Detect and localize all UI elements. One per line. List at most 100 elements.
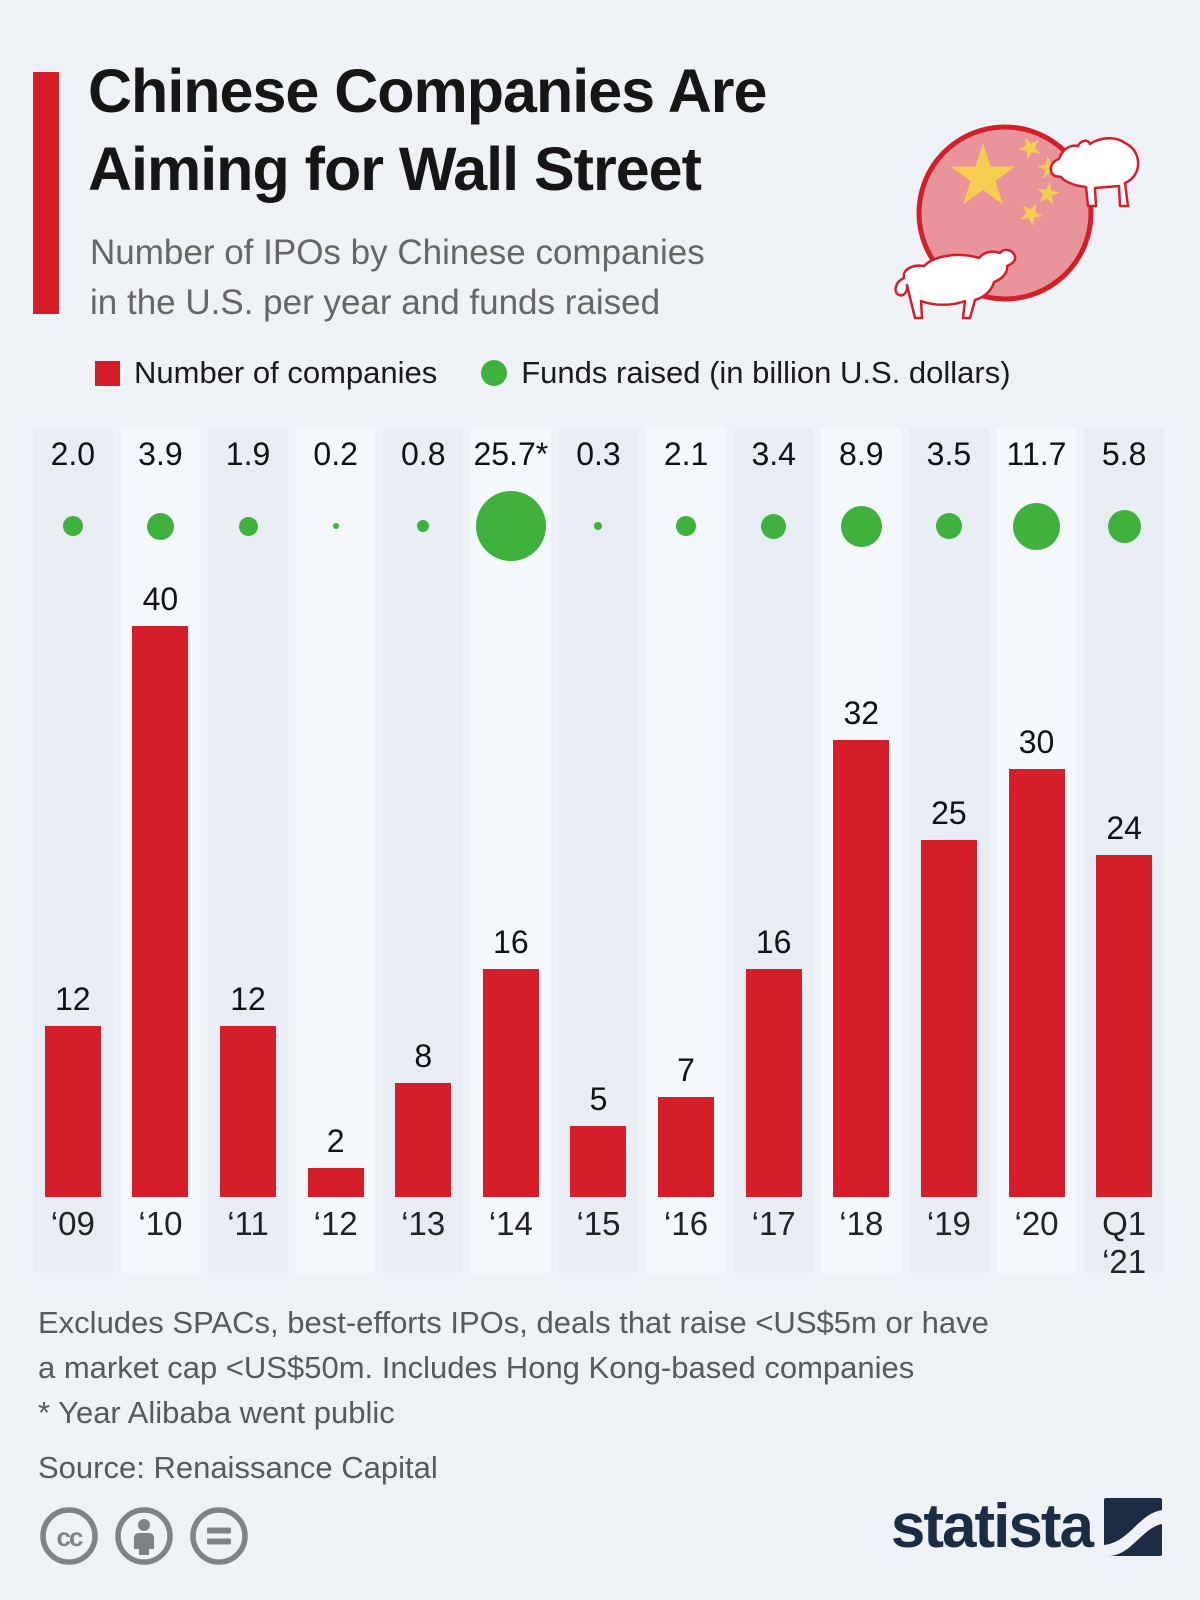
chart-column: 0.8 8 ‘13 (383, 428, 464, 1273)
company-count-label: 16 (755, 924, 792, 960)
cc-icon[interactable]: cc (38, 1505, 100, 1567)
funds-zone: 0.2 (296, 428, 376, 480)
funds-value-label: 1.9 (225, 435, 271, 472)
company-count-label: 25 (931, 795, 967, 831)
funds-value-label: 2.0 (50, 435, 96, 472)
year-label: ‘15 (576, 1205, 621, 1242)
companies-swatch-icon (95, 360, 120, 386)
year-label: ‘16 (664, 1205, 709, 1242)
footnote-line-2: a market cap <US$50m. Includes Hong Kong… (38, 1350, 915, 1385)
company-count-label: 24 (1106, 810, 1142, 846)
title-line-2: Aiming for Wall Street (88, 135, 702, 203)
bar-zone: 16 (471, 572, 551, 1197)
year-zone: ‘18 (821, 1197, 901, 1273)
year-zone: ‘10 (121, 1197, 201, 1273)
year-zone: ‘14 (471, 1197, 551, 1273)
bubble-zone (1084, 480, 1164, 572)
chart-column: 1.9 12 ‘11 (208, 428, 288, 1273)
funds-zone: 3.5 (909, 428, 989, 480)
company-count-label: 16 (493, 924, 529, 960)
funds-bubble (417, 520, 430, 532)
statista-logo-text: statista (890, 1492, 1094, 1561)
year-label: ‘14 (488, 1205, 533, 1242)
bubble-zone (559, 480, 639, 572)
company-count-label: 12 (230, 981, 266, 1017)
funds-value-label: 25.7* (473, 435, 549, 472)
year-zone: ‘16 (646, 1197, 726, 1273)
bear-icon (1049, 137, 1140, 208)
statista-logo[interactable]: statista (891, 1496, 1162, 1558)
funds-bubble (146, 512, 174, 540)
funds-zone: 11.7 (997, 428, 1077, 480)
funds-bubble (761, 513, 787, 539)
year-label: Q1 ‘21 (1102, 1205, 1147, 1280)
funds-value-label: 8.9 (839, 435, 884, 472)
bar-zone: 16 (734, 572, 814, 1197)
year-zone: ‘13 (383, 1197, 463, 1273)
bull-icon (894, 248, 1017, 320)
year-zone: ‘17 (734, 1197, 814, 1273)
year-label: ‘13 (401, 1205, 446, 1242)
bubble-zone (208, 480, 288, 572)
cc-license-icons[interactable]: cc (38, 1505, 250, 1567)
bubble-zone (646, 480, 726, 572)
year-zone: ‘11 (208, 1197, 288, 1273)
source-line: Source: Renaissance Capital (38, 1450, 438, 1485)
footnote-line-3: * Year Alibaba went public (38, 1395, 395, 1430)
bar-zone: 8 (383, 572, 463, 1197)
chart-column: 2.1 7 ‘16 (646, 428, 726, 1273)
year-zone: Q1 ‘21 (1084, 1197, 1164, 1280)
bar-zone: 2 (296, 572, 376, 1197)
bubble-zone (821, 480, 901, 572)
year-label: ‘19 (926, 1205, 971, 1242)
svg-text:cc: cc (57, 1522, 83, 1552)
year-label: ‘10 (138, 1205, 183, 1242)
funds-legend-label: Funds raised (in billion U.S. dollars) (521, 355, 1011, 390)
year-zone: ‘19 (909, 1197, 989, 1273)
company-count-label: 12 (55, 981, 91, 1017)
funds-zone: 3.9 (121, 428, 201, 480)
china-flag-bull-bear-icon (894, 124, 1140, 320)
chart-column: 0.2 2 ‘12 (295, 428, 376, 1273)
company-count-bar (745, 969, 802, 1197)
funds-bubble (475, 491, 546, 561)
legend-item-companies: Number of companies (95, 355, 437, 391)
bubble-zone (909, 480, 989, 572)
page-subtitle: Number of IPOs by Chinese companies in t… (90, 228, 705, 328)
companies-legend-label: Number of companies (134, 355, 438, 390)
company-count-bar (570, 1126, 627, 1197)
equals-icon[interactable] (188, 1505, 250, 1567)
year-label: ‘18 (839, 1205, 884, 1242)
bubble-zone (33, 480, 113, 572)
subtitle-line-2: in the U.S. per year and funds raised (90, 283, 661, 322)
bubble-zone (997, 480, 1077, 572)
funds-zone: 1.9 (208, 428, 288, 480)
statista-logo-mark-icon (1104, 1498, 1162, 1556)
bar-zone: 24 (1084, 572, 1164, 1197)
funds-dot-icon (481, 360, 508, 386)
funds-bubble (332, 523, 339, 529)
funds-zone: 3.4 (734, 428, 814, 480)
year-label: ‘12 (313, 1205, 358, 1242)
bar-zone: 40 (121, 572, 201, 1197)
chart-column: 3.5 25 ‘19 (909, 428, 989, 1273)
chart-columns: 2.0 12 ‘09 3.9 40 (33, 428, 1164, 1280)
attribution-person-icon[interactable] (113, 1505, 175, 1567)
year-zone: ‘20 (997, 1197, 1077, 1273)
company-count-label: 2 (326, 1123, 345, 1159)
company-count-label: 5 (589, 1081, 608, 1117)
year-label: ‘09 (50, 1205, 95, 1242)
funds-zone: 2.1 (646, 428, 726, 480)
funds-zone: 0.3 (559, 428, 639, 480)
funds-zone: 25.7* (471, 428, 551, 480)
company-count-bar (833, 740, 890, 1197)
title-accent-bar (33, 72, 59, 314)
bar-zone: 5 (559, 572, 639, 1197)
funds-value-label: 0.3 (576, 435, 621, 472)
company-count-bar (658, 1097, 715, 1197)
funds-value-label: 11.7 (1006, 435, 1067, 472)
year-label: ‘17 (751, 1205, 796, 1242)
funds-bubble (676, 516, 697, 536)
funds-value-label: 3.4 (751, 435, 796, 472)
